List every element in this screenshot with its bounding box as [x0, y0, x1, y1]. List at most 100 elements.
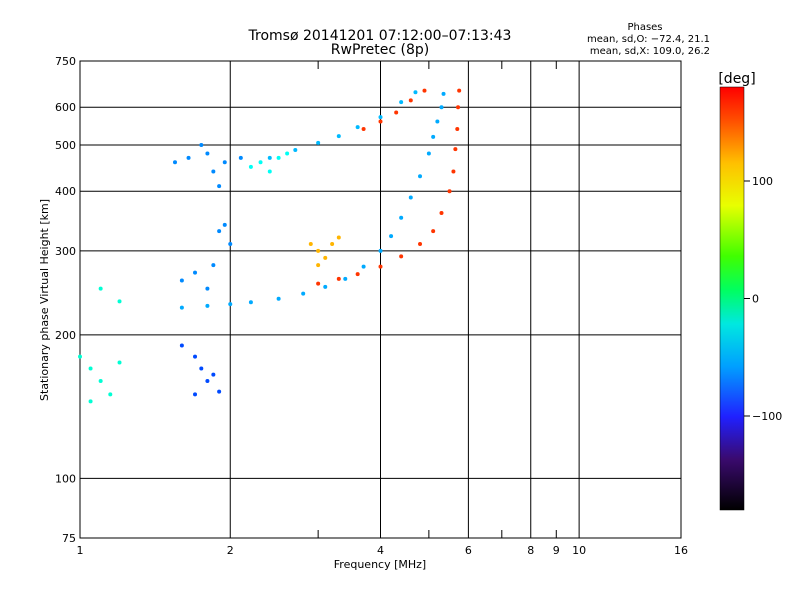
data-point-2-7 [413, 90, 418, 95]
data-point-7-1 [316, 248, 321, 253]
data-point-6-1 [193, 270, 198, 275]
y-tick-label-1: 100 [55, 472, 76, 485]
data-point-4-3 [205, 379, 210, 384]
data-point-0-16 [435, 119, 440, 124]
data-point-0-2 [228, 302, 233, 307]
x-tick-label-0: 1 [77, 544, 84, 557]
data-points [78, 88, 462, 404]
data-point-0-6 [323, 284, 328, 289]
data-point-1-9 [451, 169, 456, 174]
data-point-2-1 [293, 148, 298, 153]
stats-x-line: mean, sd,X: 109.0, 26.2 [590, 46, 710, 57]
data-point-0-5 [301, 291, 306, 296]
data-point-0-12 [408, 195, 413, 200]
x-tick-label-1: 2 [227, 544, 234, 557]
data-point-1-5 [418, 242, 423, 247]
data-point-1-1 [336, 276, 341, 281]
data-point-5-3 [205, 151, 210, 156]
x-tick-label-3: 6 [465, 544, 472, 557]
data-point-0-14 [426, 151, 431, 156]
colorbar [719, 86, 745, 511]
data-point-5-4 [211, 169, 216, 174]
x-tick-label-2: 4 [377, 544, 384, 557]
data-point-5-7 [238, 155, 243, 160]
data-point-0-18 [441, 91, 446, 96]
data-point-3-0 [361, 127, 366, 132]
data-point-0-17 [439, 105, 444, 110]
chart-title: Tromsø 20141201 07:12:00–07:13:43 [248, 28, 512, 44]
data-point-0-3 [248, 300, 253, 305]
data-point-0-7 [343, 276, 348, 281]
y-tick-label-4: 400 [55, 185, 76, 198]
colorbar-tick-label-0: 100 [752, 175, 773, 188]
data-point-9-4 [285, 151, 290, 156]
y-tick-label-3: 300 [55, 245, 76, 258]
data-point-0-13 [418, 174, 423, 179]
data-point-3-3 [408, 98, 413, 103]
axis-ticks [317, 61, 557, 538]
data-point-0-15 [431, 134, 436, 139]
data-point-8-0 [78, 354, 82, 359]
data-point-8-2 [98, 379, 103, 384]
y-tick-label-0: 75 [62, 532, 76, 545]
data-point-2-4 [355, 125, 360, 130]
data-point-3-2 [394, 110, 399, 115]
data-point-2-3 [336, 134, 341, 139]
data-point-0-11 [399, 215, 404, 220]
data-point-0-1 [205, 303, 210, 308]
data-point-7-2 [323, 255, 328, 260]
data-point-9-0 [248, 164, 253, 169]
data-point-8-5 [117, 360, 122, 365]
data-point-7-4 [336, 235, 341, 240]
data-point-9-3 [276, 155, 281, 160]
data-point-9-2 [267, 169, 272, 174]
data-point-1-13 [457, 88, 462, 93]
data-point-7-3 [330, 242, 335, 247]
data-point-1-11 [455, 127, 460, 132]
data-point-7-5 [316, 263, 321, 268]
stats-heading: Phases [627, 22, 662, 33]
x-tick-label-6: 10 [572, 544, 586, 557]
data-point-7-0 [308, 242, 313, 247]
y-axis-label: Stationary phase Virtual Height [km] [38, 199, 51, 401]
data-point-6-3 [211, 263, 216, 268]
data-point-5-1 [186, 155, 191, 160]
stats-o-line: mean, sd,O: −72.4, 21.1 [587, 34, 710, 45]
data-point-2-6 [399, 100, 404, 105]
data-point-2-5 [378, 115, 383, 120]
data-point-1-0 [316, 281, 321, 286]
x-tick-label-4: 8 [527, 544, 534, 557]
x-axis-label: Frequency [MHz] [334, 558, 426, 571]
data-point-6-4 [217, 229, 222, 234]
data-point-5-6 [222, 160, 227, 165]
data-point-0-10 [389, 234, 394, 239]
data-point-1-2 [355, 272, 360, 277]
data-point-4-6 [217, 389, 222, 394]
data-point-4-5 [193, 392, 198, 397]
data-point-4-0 [179, 343, 184, 348]
colorbar-tick-label-2: −100 [752, 410, 782, 423]
data-point-8-1 [88, 366, 93, 371]
data-point-3-1 [378, 119, 383, 124]
data-point-0-0 [179, 305, 184, 310]
data-point-2-2 [316, 140, 321, 145]
data-point-6-2 [205, 286, 210, 291]
data-point-9-1 [258, 160, 263, 165]
y-tick-label-2: 200 [55, 329, 76, 342]
data-point-1-8 [447, 189, 452, 194]
data-point-1-12 [456, 105, 461, 110]
data-point-8-4 [88, 399, 93, 404]
data-point-1-6 [431, 229, 436, 234]
data-point-4-1 [193, 354, 198, 359]
x-tick-label-7: 16 [674, 544, 688, 557]
data-point-1-4 [399, 254, 404, 259]
y-tick-label-6: 600 [55, 101, 76, 114]
data-point-4-2 [199, 366, 204, 371]
x-tick-label-5: 9 [553, 544, 560, 557]
data-point-5-2 [199, 142, 204, 147]
data-point-4-4 [211, 372, 216, 377]
y-tick-label-7: 750 [55, 55, 76, 68]
data-point-8-3 [108, 392, 113, 397]
y-tick-label-5: 500 [55, 139, 76, 152]
